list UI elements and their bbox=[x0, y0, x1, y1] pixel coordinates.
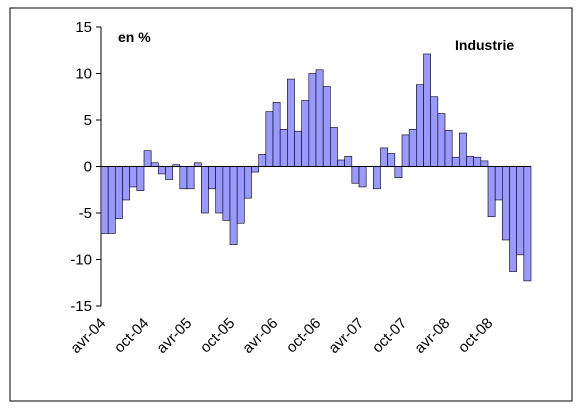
bar bbox=[279, 129, 288, 167]
bar bbox=[358, 166, 367, 188]
bar bbox=[322, 86, 331, 167]
bar bbox=[459, 132, 467, 167]
bar bbox=[380, 147, 388, 167]
bar bbox=[100, 166, 109, 234]
bar bbox=[480, 160, 489, 167]
bar bbox=[437, 113, 446, 167]
bar bbox=[122, 166, 130, 201]
bar bbox=[165, 166, 173, 180]
bar bbox=[308, 73, 317, 167]
bar bbox=[516, 166, 525, 256]
bar bbox=[186, 166, 195, 190]
y-tick-label: 15 bbox=[75, 19, 92, 36]
bar bbox=[193, 162, 202, 167]
unit-annotation: en % bbox=[118, 29, 151, 45]
bar bbox=[251, 166, 259, 173]
bar bbox=[444, 129, 453, 167]
bar bbox=[272, 102, 281, 167]
y-tick-label: 10 bbox=[75, 66, 92, 83]
bar bbox=[244, 166, 252, 199]
bar bbox=[229, 166, 238, 245]
y-tick-label: -15 bbox=[70, 298, 92, 315]
bar bbox=[222, 166, 231, 221]
series-annotation: Industrie bbox=[455, 37, 514, 53]
bar bbox=[351, 166, 360, 184]
bar bbox=[509, 166, 517, 272]
bar bbox=[387, 153, 396, 167]
bar bbox=[136, 166, 145, 191]
bar bbox=[265, 111, 274, 167]
bar bbox=[287, 78, 295, 167]
bar bbox=[394, 166, 403, 178]
bar bbox=[150, 162, 159, 167]
bar bbox=[473, 156, 482, 167]
bar bbox=[487, 166, 496, 218]
bar bbox=[129, 166, 138, 188]
bar bbox=[179, 166, 188, 190]
bar bbox=[201, 166, 209, 214]
bar bbox=[107, 166, 116, 234]
y-tick-label: 5 bbox=[84, 112, 92, 129]
bar bbox=[416, 84, 424, 167]
bar bbox=[158, 166, 166, 175]
y-tick-label: -10 bbox=[70, 252, 92, 269]
bar bbox=[451, 156, 460, 167]
bar bbox=[423, 53, 431, 167]
bar bbox=[401, 134, 410, 167]
bar bbox=[494, 166, 503, 201]
bar bbox=[408, 129, 417, 167]
bar bbox=[430, 96, 439, 167]
bar bbox=[502, 166, 510, 241]
y-tick-label: -5 bbox=[79, 205, 92, 222]
bar bbox=[115, 166, 123, 219]
bar bbox=[330, 127, 338, 167]
bar bbox=[315, 69, 324, 167]
bar bbox=[143, 150, 152, 167]
bar bbox=[373, 166, 381, 190]
bar bbox=[208, 166, 216, 190]
bar bbox=[301, 100, 310, 167]
bar bbox=[337, 159, 345, 167]
bar bbox=[344, 155, 353, 167]
bar bbox=[258, 154, 267, 167]
bar bbox=[236, 166, 245, 224]
y-tick-label: 0 bbox=[84, 159, 92, 176]
bar bbox=[466, 155, 474, 167]
bar bbox=[523, 166, 532, 282]
bar bbox=[294, 130, 302, 167]
bar bbox=[215, 166, 224, 214]
